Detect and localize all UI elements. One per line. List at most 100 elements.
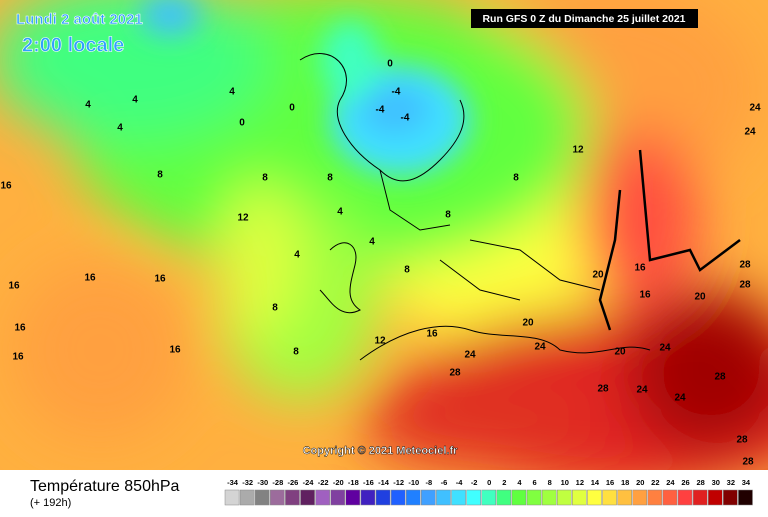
contour-label: 24 <box>749 103 761 114</box>
coastlines <box>299 53 741 361</box>
colorbar-tick-label: -34 <box>227 478 239 487</box>
colorbar-tick-label: 14 <box>591 478 600 487</box>
contour-label: 20 <box>592 270 604 281</box>
colorbar-swatch <box>692 489 708 506</box>
contour-label: 8 <box>327 173 333 184</box>
contour-label: 24 <box>674 393 686 404</box>
colorbar-tick-label: 26 <box>681 478 689 487</box>
contour-label: 20 <box>614 347 626 358</box>
contour-label: 16 <box>634 263 646 274</box>
contour-label: 12 <box>572 145 584 156</box>
colorbar-swatch <box>587 489 602 506</box>
run-box <box>471 9 698 28</box>
colorbar-tick-label: 20 <box>636 478 644 487</box>
contour-label: 24 <box>744 127 756 138</box>
colorbar-swatch <box>345 489 361 506</box>
contour-label: 16 <box>8 281 20 292</box>
contour-label: 16 <box>169 345 181 356</box>
footer-lead: (+ 192h) <box>30 497 71 509</box>
colorbar-swatch <box>647 489 663 506</box>
contour-label: 16 <box>12 352 24 363</box>
contour-label: 20 <box>694 292 706 303</box>
colorbar-swatch <box>556 489 572 506</box>
colorbar-tick-label: 28 <box>696 478 704 487</box>
contour-label: 16 <box>154 274 166 285</box>
contour-label: 4 <box>229 87 235 98</box>
colorbar-swatch <box>572 489 587 506</box>
colorbar-tick-label: -10 <box>408 478 419 487</box>
colorbar-tick-label: 16 <box>606 478 614 487</box>
colorbar-tick-label: 0 <box>487 478 491 487</box>
colorbar-swatch <box>738 489 753 506</box>
contour-labels: 16 16 16 16 16 16 16 12 12 12 8 8 8 8 8 8 8 8 4 4 4 4 4 4 4 0 0 0 -4… <box>0 59 761 468</box>
contour-label: 8 <box>272 303 278 314</box>
contour-label: -4 <box>401 113 410 124</box>
contour-label: 24 <box>534 342 546 353</box>
colorbar-tick-label: -8 <box>426 478 433 487</box>
colorbar-swatch <box>436 489 451 506</box>
colorbar-tick-label: 12 <box>576 478 584 487</box>
colorbar-tick-label: 30 <box>712 478 720 487</box>
colorbar-tick-label: 24 <box>666 478 675 487</box>
colorbar-swatch <box>285 489 300 506</box>
colorbar-tick-label: -30 <box>257 478 268 487</box>
colorbar-tick-label: -20 <box>333 478 344 487</box>
colorbar-swatch <box>330 489 346 506</box>
colorbar-tick-label: 18 <box>621 478 629 487</box>
colorbar-swatch <box>315 489 330 506</box>
colorbar-tick-label: -2 <box>471 478 478 487</box>
colorbar-tick-label: -12 <box>393 478 404 487</box>
contour-label: -4 <box>376 105 385 116</box>
colorbar-swatch <box>466 489 481 506</box>
contour-label: 12 <box>374 336 386 347</box>
footer-title: Température 850hPa <box>30 478 180 495</box>
colorbar-swatch <box>632 489 648 506</box>
colorbar-swatch <box>270 489 285 506</box>
contour-label: 0 <box>239 118 245 129</box>
colorbar-swatch <box>602 489 617 506</box>
colorbar-swatch <box>617 489 632 506</box>
run-info: Run GFS 0 Z du Dimanche 25 juillet 2021 <box>482 13 685 25</box>
contour-label: 4 <box>337 207 343 218</box>
colorbar-swatch <box>360 489 376 506</box>
contour-label: 28 <box>449 368 461 379</box>
colorbar-swatch <box>511 489 527 506</box>
contour-label: 4 <box>85 100 91 111</box>
contour-label: 28 <box>742 457 754 468</box>
contour-label: 24 <box>636 385 648 396</box>
contour-label: 28 <box>739 280 751 291</box>
colorbar-tick-label: 8 <box>548 478 552 487</box>
colorbar-swatch <box>707 489 723 506</box>
contour-label: 28 <box>597 384 609 395</box>
colorbar-tick-label: -14 <box>378 478 390 487</box>
colorbar-tick-label: -16 <box>363 478 374 487</box>
colorbar-swatch <box>224 489 240 506</box>
colorbar-swatch <box>375 489 391 506</box>
colorbar-tick-label: -18 <box>348 478 359 487</box>
colorbar-swatch <box>481 489 497 506</box>
contour-label: 4 <box>369 237 375 248</box>
colorbar-tick-label: -4 <box>456 478 463 487</box>
colorbar-tick-label: -28 <box>272 478 283 487</box>
colorbar-swatch <box>662 489 678 506</box>
contour-label: 24 <box>659 343 671 354</box>
colorbar-tick-label: 4 <box>517 478 522 487</box>
colorbar-swatch <box>541 489 557 506</box>
contour-label: 12 <box>237 213 249 224</box>
contour-label: 16 <box>426 329 438 340</box>
colorbar-tick-label: -26 <box>288 478 299 487</box>
contour-label: 28 <box>739 260 751 271</box>
colorbar-swatch <box>451 489 466 506</box>
colorbar-tick-label: 32 <box>727 478 735 487</box>
colorbar-swatch <box>496 489 512 506</box>
contour-label: 4 <box>294 250 300 261</box>
colorbar-swatch <box>405 489 421 506</box>
forecast-date: Lundi 2 août 2021 <box>16 11 143 28</box>
colorbar-swatch <box>421 489 436 506</box>
contour-label: 24 <box>464 350 476 361</box>
colorbar-tick-label: 34 <box>742 478 751 487</box>
colorbar-tick-label: -22 <box>318 478 329 487</box>
colorbar-tick-label: -32 <box>242 478 253 487</box>
contour-label: 8 <box>513 173 519 184</box>
